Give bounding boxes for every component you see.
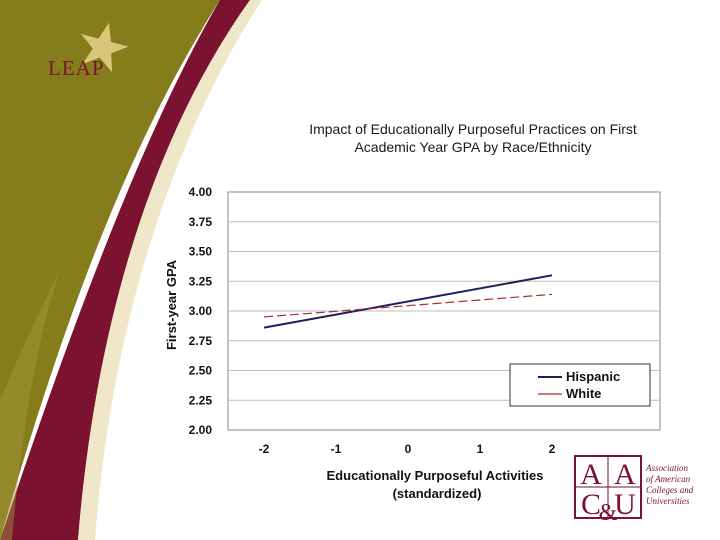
x-tick-label: 1 (477, 442, 484, 456)
y-tick-label: 3.00 (189, 304, 213, 318)
logo-letter-a1: A (580, 458, 602, 491)
legend-label-hispanic: Hispanic (566, 369, 620, 384)
legend-label-white: White (566, 386, 601, 401)
aacu-org-name: Association of American Colleges and Uni… (646, 463, 716, 507)
series-line-white (263, 293, 553, 318)
x-tick-label: 2 (549, 442, 556, 456)
y-tick-label: 3.50 (189, 245, 213, 259)
y-tick-label: 2.50 (189, 364, 213, 378)
x-tick-label: -2 (259, 442, 270, 456)
y-axis-title: First-year GPA (164, 259, 179, 350)
series-line-hispanic (263, 274, 553, 329)
legend-box (509, 363, 651, 407)
org-name-line-2: of American (646, 474, 691, 484)
y-tick-label: 2.25 (189, 393, 213, 407)
chart-title-line-1: Impact of Educationally Purposeful Pract… (309, 121, 637, 137)
y-axis-ticks: 4.00 3.75 3.50 3.25 3.00 2.75 2.50 2.25 2.00 (189, 185, 213, 437)
legend: Hispanic White (509, 363, 651, 407)
leap-logo: LEAP (48, 56, 105, 80)
org-name-line-4: Universities (646, 496, 690, 506)
y-tick-label: 3.75 (189, 215, 213, 229)
logo-letter-u: U (614, 488, 636, 521)
y-tick-label: 2.00 (189, 423, 213, 437)
aacu-logo: A A C & U (574, 455, 642, 522)
org-name-line-3: Colleges and (646, 485, 694, 495)
star-icon (81, 22, 129, 73)
x-axis-title-line-2: (standardized) (393, 486, 482, 501)
y-tick-label: 3.25 (189, 274, 213, 288)
x-axis-ticks: -2 -1 0 1 2 (259, 442, 556, 456)
logo-letter-c: C (581, 488, 601, 521)
x-tick-label: -1 (331, 442, 342, 456)
series-lines (263, 274, 553, 329)
x-axis-title-line-1: Educationally Purposeful Activities (327, 468, 544, 483)
y-tick-label: 2.75 (189, 334, 213, 348)
logo-ampersand: & (599, 500, 618, 522)
y-tick-label: 4.00 (189, 185, 213, 199)
gridlines (228, 221, 660, 401)
logo-letter-a2: A (614, 458, 636, 491)
chart-title-line-2: Academic Year GPA by Race/Ethnicity (354, 139, 592, 155)
chart-title: Impact of Educationally Purposeful Pract… (250, 120, 696, 156)
org-name-line-1: Association (646, 463, 688, 473)
x-tick-label: 0 (405, 442, 412, 456)
